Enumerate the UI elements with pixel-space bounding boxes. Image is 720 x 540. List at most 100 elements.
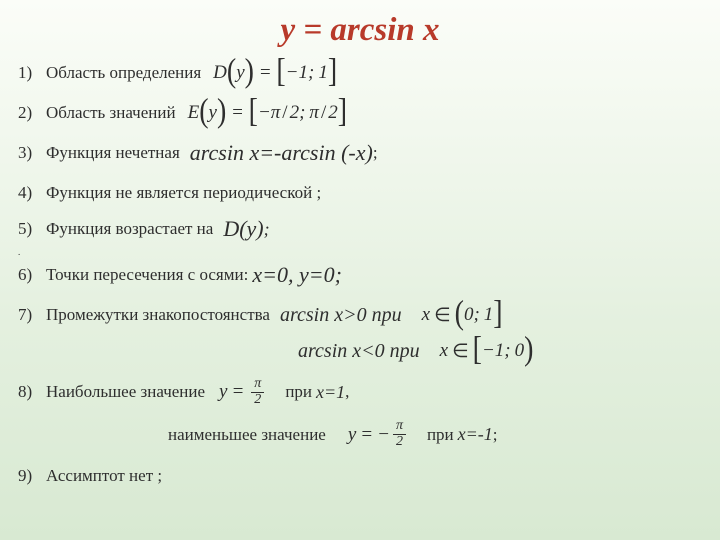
prop-8-num: 8) xyxy=(18,382,46,402)
prop-7-num: 7) xyxy=(18,305,46,325)
prop-7: 7) Промежутки знакопостоянства arcsin x>… xyxy=(18,301,702,329)
Min-eq: = xyxy=(360,424,373,446)
prop-8-comma: , xyxy=(345,382,349,402)
paren-open-icon: ( xyxy=(455,301,464,328)
bracket-close-icon: ] xyxy=(493,301,502,328)
prop-6-num: 6) xyxy=(18,265,46,285)
prop-5: 5) Функция возрастает на D(y) ; xyxy=(18,215,702,243)
prop-1-num: 1) xyxy=(18,63,46,83)
prop-8b-at: при xyxy=(427,425,454,445)
prop-8b-xval: x=-1 xyxy=(458,424,493,445)
prop-4-label: Функция не является периодической ; xyxy=(46,183,321,203)
prop-6-expr: x=0, y=0; xyxy=(252,262,342,288)
E-lhs: E xyxy=(188,102,200,124)
prop-6: 6) Точки пересечения с осями: x=0, y=0; xyxy=(18,261,702,289)
S1-var: x xyxy=(422,304,430,326)
bracket-close-icon: ] xyxy=(338,99,347,126)
prop-9-num: 9) xyxy=(18,466,46,486)
Max-den: 2 xyxy=(251,392,264,408)
prop-7-formula: x ∈ ( 0 ; 1 ] xyxy=(422,304,503,327)
S1-b: 1 xyxy=(484,304,494,326)
element-of-icon: ∈ xyxy=(452,340,469,363)
prop-7b: arcsin x<0 при x ∈ [ −1 ; 0 ) xyxy=(18,337,702,365)
E-a-neg: − xyxy=(258,102,271,124)
Min-den: 2 xyxy=(393,434,406,450)
E-a-num: π xyxy=(271,102,281,124)
prop-2-label: Область значений xyxy=(46,103,176,123)
prop-8b: наименьшее значение y = − π 2 при x=-1 ; xyxy=(18,419,702,449)
prop-5-expr: D(y) xyxy=(223,216,263,242)
prop-8-at: при xyxy=(285,382,312,402)
prop-5-num: 5) xyxy=(18,219,46,239)
S2-a: −1 xyxy=(482,340,504,362)
D-arg: y xyxy=(236,62,244,84)
D-b: 1 xyxy=(318,62,328,84)
eq: = xyxy=(226,102,248,124)
prop-7b-expr: arcsin x<0 при xyxy=(298,340,420,363)
prop-3-expr: arcsin x=-arcsin (-x) xyxy=(190,140,373,166)
element-of-icon: ∈ xyxy=(434,304,451,327)
bracket-close-icon: ] xyxy=(328,59,337,86)
prop-8b-tail: ; xyxy=(493,425,498,445)
prop-3-num: 3) xyxy=(18,143,46,163)
bracket-open-icon: [ xyxy=(249,99,258,126)
prop-3: 3) Функция нечетная arcsin x=-arcsin (-x… xyxy=(18,139,702,167)
slash-icon: / xyxy=(321,102,326,124)
prop-8b-label: наименьшее значение xyxy=(168,425,326,445)
Max-num: π xyxy=(251,377,264,392)
prop-7-label: Промежутки знакопостоянства xyxy=(46,305,270,325)
prop-7-expr: arcsin x>0 при xyxy=(280,304,402,327)
prop-2-num: 2) xyxy=(18,103,46,123)
stray-dot: . xyxy=(18,247,702,257)
D-lhs: D xyxy=(213,62,227,84)
prop-8: 8) Наибольшее значение y = π 2 при x=1 , xyxy=(18,377,702,407)
S2-b: 0 xyxy=(515,340,525,362)
S1-a: 0 xyxy=(464,304,474,326)
fraction-icon: π 2 xyxy=(251,377,264,407)
prop-4-num: 4) xyxy=(18,183,46,203)
prop-3-label: Функция нечетная xyxy=(46,143,180,163)
prop-1-formula: D ( y ) = [ −1 ; 1 ] xyxy=(213,62,337,84)
E-b-den: 2 xyxy=(328,102,338,124)
prop-1: 1) Область определения D ( y ) = [ −1 ; … xyxy=(18,59,702,87)
S2-var: x xyxy=(440,340,448,362)
S1-sep: ; xyxy=(473,304,479,326)
paren-open-icon: ( xyxy=(227,59,236,86)
prop-4: 4) Функция не является периодической ; xyxy=(18,179,702,207)
E-arg: y xyxy=(209,102,217,124)
prop-6-label: Точки пересечения с осями: xyxy=(46,265,248,285)
D-a: −1 xyxy=(286,62,308,84)
Min-lhs: y xyxy=(348,424,356,446)
paren-close-icon: ) xyxy=(217,99,226,126)
prop-5-tail: ; xyxy=(264,219,270,240)
Max-lhs: y xyxy=(219,381,227,403)
slide: y = arcsin x 1) Область определения D ( … xyxy=(0,0,720,540)
prop-7b-formula: x ∈ [ −1 ; 0 ) xyxy=(440,340,534,363)
prop-8-xval: x=1 xyxy=(316,382,345,403)
prop-2: 2) Область значений E ( y ) = [ − π / 2 … xyxy=(18,99,702,127)
prop-8b-formula: y = − π 2 xyxy=(348,419,409,449)
S2-sep: ; xyxy=(504,340,510,362)
slide-title: y = arcsin x xyxy=(18,12,702,49)
bracket-open-icon: [ xyxy=(473,337,482,364)
prop-2-formula: E ( y ) = [ − π / 2 ; π / 2 ] xyxy=(188,102,347,124)
paren-close-icon: ) xyxy=(245,59,254,86)
Min-num: π xyxy=(393,419,406,434)
paren-close-icon: ) xyxy=(524,337,533,364)
Max-eq: = xyxy=(231,381,244,403)
paren-open-icon: ( xyxy=(199,99,208,126)
prop-3-tail: ; xyxy=(373,143,378,163)
prop-5-label: Функция возрастает на xyxy=(46,219,213,239)
Min-neg: − xyxy=(377,424,390,446)
E-b-num: π xyxy=(309,102,319,124)
eq: = xyxy=(254,62,276,84)
D-sep: ; xyxy=(308,62,314,84)
prop-8-label: Наибольшее значение xyxy=(46,382,205,402)
prop-1-label: Область определения xyxy=(46,63,201,83)
E-sep: ; xyxy=(299,102,305,124)
prop-8-formula: y = π 2 xyxy=(219,377,267,407)
bracket-open-icon: [ xyxy=(276,59,285,86)
slash-icon: / xyxy=(282,102,287,124)
prop-9-label: Ассимптот нет ; xyxy=(46,466,162,486)
fraction-icon: π 2 xyxy=(393,419,406,449)
